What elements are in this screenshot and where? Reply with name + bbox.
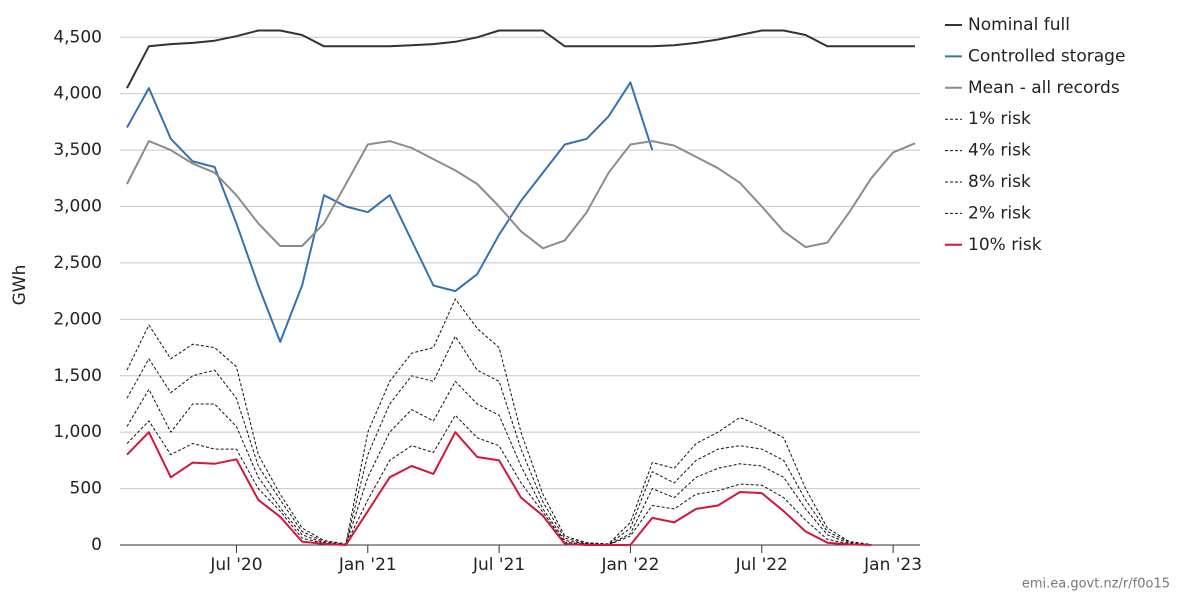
- y-tick-label: 4,000: [53, 84, 102, 104]
- y-tick-label: 2,500: [53, 253, 102, 273]
- series-line: [126, 380, 872, 546]
- series-line: [126, 298, 872, 545]
- x-tick-label: Jan '23: [863, 555, 922, 575]
- legend-label: 8% risk: [968, 172, 1031, 192]
- y-tick-label: 1,500: [53, 366, 102, 386]
- y-tick-label: 0: [91, 535, 102, 555]
- legend-label: 2% risk: [968, 203, 1031, 223]
- y-tick-label: 1,000: [53, 422, 102, 442]
- legend-label: Nominal full: [968, 15, 1070, 35]
- y-tick-label: 4,500: [53, 27, 102, 47]
- series-line: [126, 431, 872, 546]
- x-tick-label: Jul '21: [472, 555, 525, 575]
- series-line: [126, 81, 654, 343]
- x-tick-label: Jan '21: [338, 555, 397, 575]
- x-tick-label: Jul '22: [735, 555, 788, 575]
- y-tick-label: 3,000: [53, 197, 102, 217]
- y-tick-label: 2,000: [53, 309, 102, 329]
- legend-label: Mean - all records: [968, 78, 1120, 98]
- x-tick-label: Jan '22: [600, 555, 659, 575]
- y-axis-label: GWh: [10, 265, 30, 306]
- legend-label: 1% risk: [968, 109, 1031, 129]
- legend-label: 10% risk: [968, 235, 1042, 255]
- y-tick-label: 3,500: [53, 140, 102, 160]
- legend-label: 4% risk: [968, 141, 1031, 161]
- series-line: [126, 414, 872, 546]
- series-line: [126, 335, 872, 546]
- x-tick-label: Jul '20: [209, 555, 262, 575]
- series-line: [126, 29, 915, 89]
- y-tick-label: 500: [70, 479, 102, 499]
- source: emi.ea.govt.nz/r/f0o15: [1022, 577, 1170, 592]
- series-line: [126, 140, 916, 250]
- legend-label: Controlled storage: [968, 46, 1125, 66]
